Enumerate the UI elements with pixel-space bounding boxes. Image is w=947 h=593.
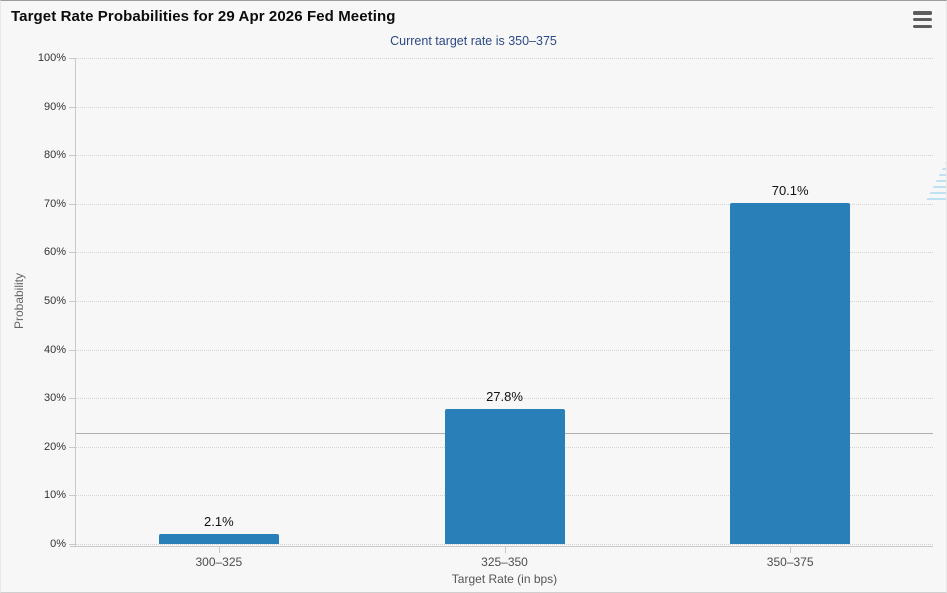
y-gridline bbox=[76, 155, 933, 157]
q-watermark-stripes-icon bbox=[925, 114, 946, 202]
y-tick bbox=[69, 398, 75, 400]
y-tick-label: 40% bbox=[43, 343, 66, 356]
y-tick-label: 20% bbox=[43, 440, 66, 453]
y-tick-label: 100% bbox=[37, 52, 66, 64]
y-gridline bbox=[76, 398, 933, 400]
y-axis-line bbox=[75, 58, 76, 546]
y-tick bbox=[69, 495, 75, 497]
y-tick-label: 10% bbox=[43, 489, 66, 502]
bar-value-label: 70.1% bbox=[771, 183, 809, 199]
x-tick-label: 300–325 bbox=[195, 555, 243, 569]
y-tick-label: 0% bbox=[50, 538, 66, 550]
y-tick bbox=[69, 301, 75, 302]
y-tick-label: 30% bbox=[43, 392, 66, 405]
x-tick bbox=[218, 546, 220, 553]
y-tick-label: 90% bbox=[43, 100, 66, 113]
y-tick-label: 50% bbox=[43, 295, 66, 307]
x-tick-label: 350–375 bbox=[766, 555, 814, 569]
y-tick-label: 80% bbox=[43, 149, 66, 162]
y-gridline bbox=[76, 544, 933, 545]
y-tick bbox=[69, 155, 75, 157]
hamburger-menu-icon bbox=[913, 17, 932, 22]
y-tick-label: 60% bbox=[43, 246, 66, 259]
y-tick bbox=[69, 446, 75, 448]
x-axis-title: Target Rate (in bps) bbox=[451, 572, 558, 586]
y-gridline bbox=[76, 106, 933, 108]
plot-area: Target Rate (in bps) Q 0% 10% 20% 30% 40% 50%… bbox=[38, 52, 946, 586]
y-tick bbox=[69, 252, 75, 254]
y-gridline bbox=[76, 349, 933, 351]
export-menu-button[interactable] bbox=[913, 11, 932, 28]
hamburger-menu-icon bbox=[913, 24, 932, 28]
y-tick bbox=[69, 58, 75, 59]
bar-value-label: 2.1% bbox=[204, 513, 234, 529]
x-tick bbox=[504, 546, 506, 553]
x-tick-label: 325–350 bbox=[481, 555, 528, 569]
y-gridline bbox=[76, 301, 933, 302]
y-tick bbox=[69, 203, 75, 205]
bar-300–325[interactable] bbox=[158, 533, 279, 544]
y-tick-label: 70% bbox=[43, 197, 66, 210]
hamburger-menu-icon bbox=[913, 11, 932, 15]
y-gridline bbox=[76, 252, 933, 254]
chart-title: Target Rate Probabilities for 29 Apr 202… bbox=[11, 8, 396, 25]
y-tick bbox=[69, 544, 75, 545]
chart-subtitle: Current target rate is 350–375 bbox=[390, 34, 557, 48]
bar-value-label: 27.8% bbox=[486, 388, 523, 404]
y-tick bbox=[69, 106, 75, 108]
y-gridline bbox=[76, 203, 933, 205]
q-watermark-icon: Q bbox=[925, 114, 946, 204]
bar-325–350[interactable] bbox=[444, 408, 565, 544]
y-gridline bbox=[76, 58, 933, 59]
x-tick bbox=[790, 546, 792, 553]
bar-350–375[interactable] bbox=[730, 203, 851, 544]
y-tick bbox=[69, 349, 75, 351]
x-axis-line bbox=[70, 546, 933, 547]
